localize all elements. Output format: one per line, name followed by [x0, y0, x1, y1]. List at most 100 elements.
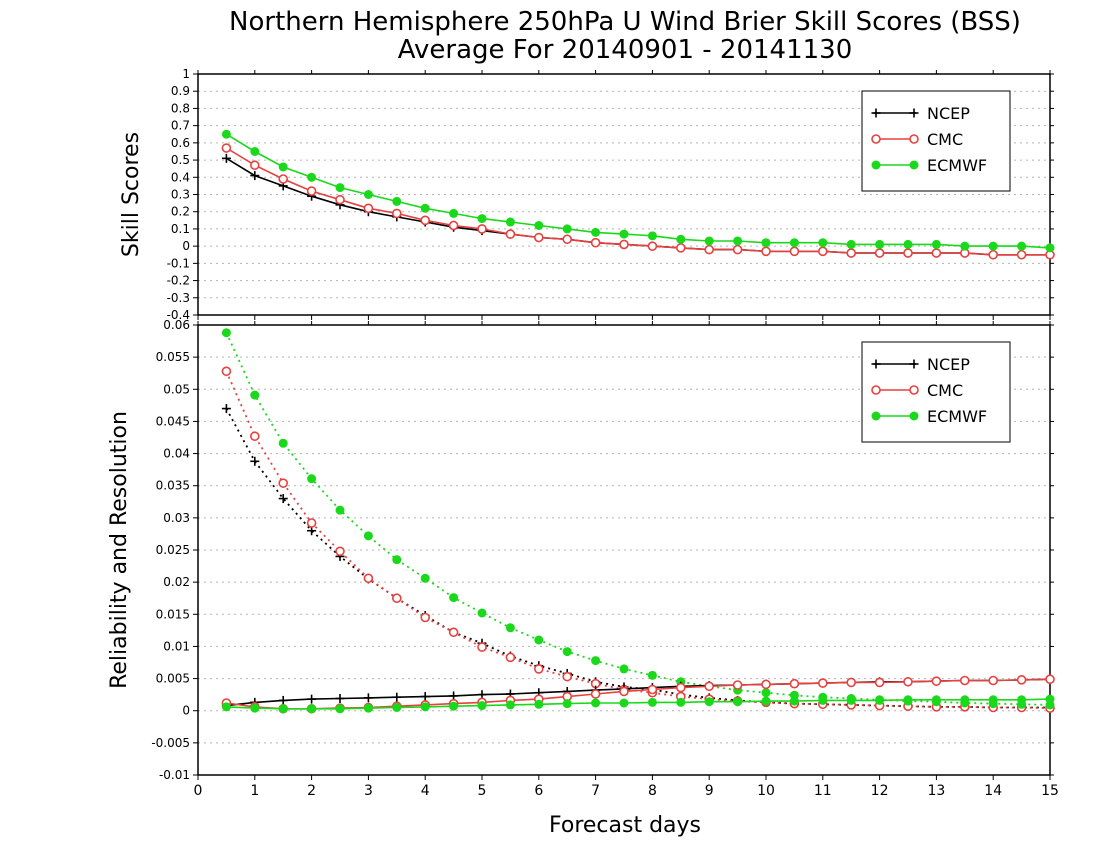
y-tick-label: -0.005 — [151, 736, 190, 750]
data-point — [789, 678, 800, 689]
legend-box — [861, 90, 1011, 192]
data-point — [931, 676, 942, 686]
panel-2: -0.01 -0.005 0 0.005 0.01 0.015 0.02 0.025 0.03 0… — [107, 318, 1059, 799]
legend-label: NCEP — [927, 104, 970, 123]
y-tick-label: 0.06 — [163, 318, 190, 332]
data-point — [1016, 675, 1027, 685]
y-tick-label: 0.03 — [163, 511, 190, 525]
data-point — [903, 248, 913, 258]
y-axis-label: Skill Scores — [119, 132, 144, 257]
y-tick-label: -0.01 — [159, 768, 190, 782]
data-point — [647, 231, 657, 241]
data-point — [534, 699, 544, 709]
data-point — [335, 704, 345, 714]
data-point — [675, 682, 686, 693]
data-point — [619, 686, 629, 697]
data-point — [591, 656, 601, 666]
data-point — [846, 677, 857, 688]
legend: NCEP CMC ECMWF — [861, 90, 1011, 192]
data-point — [449, 593, 459, 603]
data-point — [250, 703, 260, 713]
y-tick-label: -0.4 — [167, 308, 190, 322]
data-point — [818, 695, 828, 705]
data-point — [675, 243, 686, 253]
data-point — [278, 174, 289, 184]
legend-label: CMC — [927, 130, 963, 149]
data-point — [335, 194, 345, 205]
data-point — [761, 679, 771, 690]
series-ecmwf-reliability — [221, 694, 1055, 714]
y-tick-label: -0.3 — [167, 291, 190, 305]
data-point — [420, 203, 430, 213]
legend-item-ncep: NCEP — [871, 355, 970, 374]
x-tick-label: 8 — [648, 783, 657, 799]
legend-item-cmc: CMC — [871, 130, 963, 149]
data-point — [391, 208, 402, 219]
legend-item-ncep: NCEP — [871, 104, 970, 123]
data-point — [619, 229, 629, 239]
x-tick-label: 13 — [927, 783, 945, 799]
data-point — [1017, 241, 1027, 251]
data-point — [959, 675, 970, 686]
data-point — [733, 697, 743, 707]
data-point — [392, 703, 402, 712]
data-point — [818, 238, 828, 248]
data-point — [533, 232, 544, 243]
y-tick-label: 0.2 — [171, 205, 190, 219]
series-line — [225, 133, 1051, 249]
data-point — [903, 239, 913, 249]
data-point — [733, 236, 743, 246]
y-tick-label: 0.05 — [163, 382, 190, 396]
y-tick-label: 0.8 — [171, 101, 190, 115]
data-point — [391, 593, 402, 604]
data-point — [875, 695, 885, 705]
x-tick-label: 11 — [814, 783, 832, 799]
y-tick-label: 0.5 — [171, 153, 190, 167]
data-point — [789, 238, 799, 248]
y-tick-label: 0.4 — [171, 170, 190, 184]
y-tick-label: 0.3 — [171, 188, 190, 202]
data-point — [591, 227, 601, 237]
data-point — [789, 696, 799, 706]
data-point — [931, 695, 941, 705]
data-point — [307, 474, 317, 484]
data-point — [363, 703, 373, 713]
data-point — [817, 246, 828, 257]
series-line — [226, 678, 1051, 710]
data-point — [448, 220, 459, 231]
data-point — [1045, 694, 1055, 704]
data-point — [221, 366, 232, 377]
data-point — [988, 249, 999, 260]
data-point — [817, 678, 828, 688]
x-tick-label: 3 — [364, 783, 373, 799]
data-point — [250, 431, 260, 442]
legend-box — [861, 341, 1011, 443]
data-point — [647, 684, 658, 695]
x-tick-label: 7 — [591, 783, 600, 799]
data-point — [250, 390, 260, 400]
data-point — [221, 129, 231, 139]
data-point — [676, 697, 686, 707]
data-point — [909, 160, 919, 170]
data-point — [761, 246, 771, 257]
data-point — [871, 134, 881, 144]
y-tick-label: 0.1 — [171, 222, 190, 236]
data-point — [732, 680, 743, 690]
data-point — [420, 702, 430, 712]
data-point — [307, 704, 317, 714]
plot-frame — [197, 73, 1051, 316]
y-tick-label: -0.2 — [167, 274, 190, 288]
y-tick-label: 0.025 — [156, 543, 190, 557]
data-point — [704, 244, 715, 255]
data-point — [562, 234, 573, 245]
data-point — [761, 696, 771, 706]
legend-label: ECMWF — [927, 156, 987, 175]
data-point — [874, 677, 885, 688]
data-point — [420, 573, 430, 583]
series-cmc — [221, 143, 1055, 260]
legend: NCEP CMC ECMWF — [861, 341, 1011, 443]
y-tick-label: 0.035 — [156, 479, 190, 493]
data-point — [591, 698, 601, 708]
data-point — [704, 236, 714, 246]
data-point — [306, 186, 317, 196]
